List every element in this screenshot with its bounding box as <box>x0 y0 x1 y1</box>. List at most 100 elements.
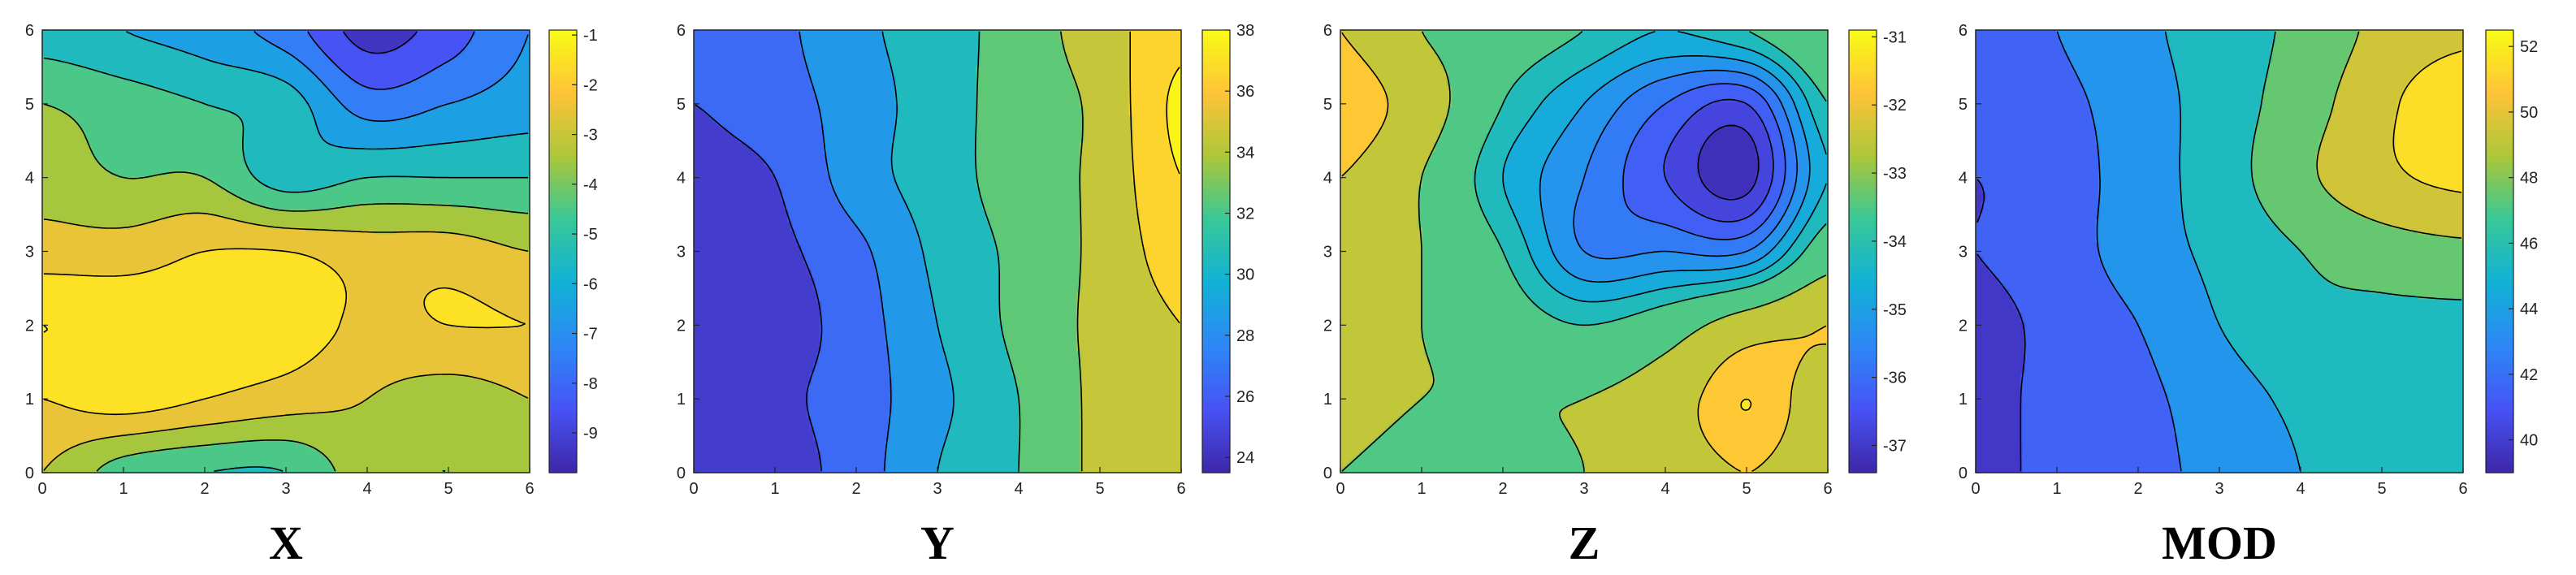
colorbar-swatch <box>2486 417 2513 422</box>
contour-line <box>1474 31 1827 326</box>
colorbar-swatch <box>1849 387 1877 392</box>
colorbar-swatch <box>549 74 577 79</box>
colorbar-swatch <box>549 439 577 444</box>
colorbar-swatch <box>1849 296 1877 300</box>
colorbar-swatch <box>1202 369 1230 374</box>
x-tick-label: 4 <box>1014 480 1023 498</box>
colorbar-swatch <box>2486 192 2513 197</box>
colorbar-swatch <box>1202 421 1230 426</box>
colorbar-swatch <box>549 351 577 356</box>
colorbar-swatch <box>2486 33 2513 38</box>
colorbar-swatch <box>1849 454 1877 459</box>
colorbar-swatch <box>2486 277 2513 282</box>
colorbar-tick-label: 46 <box>2520 235 2538 253</box>
colorbar-swatch <box>549 266 577 270</box>
colorbar-tick-label: -31 <box>1883 28 1907 46</box>
colorbar-swatch <box>1202 126 1230 131</box>
colorbar-swatch <box>1849 273 1877 278</box>
colorbar-swatch <box>2486 122 2513 127</box>
y-tick-label: 2 <box>1323 317 1332 335</box>
colorbar-swatch <box>1202 37 1230 42</box>
colorbar-swatch <box>549 384 577 389</box>
colorbar-swatch <box>1202 78 1230 83</box>
colorbar-swatch <box>549 107 577 112</box>
panel-title: Z <box>1569 517 1600 569</box>
colorbar-swatch <box>1849 280 1877 285</box>
colorbar-tick-label: 40 <box>2520 432 2538 450</box>
colorbar-swatch <box>1202 266 1230 270</box>
y-tick-label: 4 <box>1959 170 1968 188</box>
colorbar-swatch <box>1202 351 1230 356</box>
x-tick-label: 1 <box>770 480 779 498</box>
colorbar-swatch <box>2486 133 2513 138</box>
colorbar-swatch <box>1849 303 1877 308</box>
colorbar-swatch <box>2486 288 2513 293</box>
colorbar-swatch <box>549 273 577 278</box>
colorbar-tick-label: 28 <box>1236 327 1254 345</box>
colorbar-swatch <box>549 395 577 400</box>
colorbar-swatch <box>2486 365 2513 370</box>
colorbar-swatch <box>1849 358 1877 363</box>
colorbar-swatch <box>1202 188 1230 193</box>
colorbar-swatch <box>1849 129 1877 134</box>
colorbar-swatch <box>2486 351 2513 356</box>
colorbar-swatch <box>1849 432 1877 437</box>
x-tick-label: 2 <box>2133 480 2142 498</box>
colorbar-swatch <box>2486 229 2513 234</box>
contour-line <box>1622 83 1786 240</box>
colorbar-swatch <box>549 126 577 131</box>
colorbar-swatch <box>1849 439 1877 444</box>
colorbar-swatch <box>549 115 577 119</box>
colorbar-swatch <box>549 387 577 392</box>
colorbar-swatch <box>2486 303 2513 308</box>
colorbar-swatch <box>549 184 577 189</box>
colorbar-swatch <box>2486 306 2513 311</box>
colorbar-swatch <box>1849 351 1877 356</box>
colorbar-tick-label: 48 <box>2520 170 2538 188</box>
colorbar-swatch <box>549 199 577 205</box>
colorbar-swatch <box>549 391 577 396</box>
contour-line <box>974 31 1021 472</box>
colorbar-swatch <box>549 155 577 160</box>
colorbar-swatch <box>1849 384 1877 389</box>
colorbar-swatch <box>1202 55 1230 60</box>
colorbar-swatch <box>2486 369 2513 374</box>
heatmap-field <box>1976 30 2463 473</box>
colorbar-swatch <box>2486 78 2513 83</box>
colorbar-swatch <box>2486 321 2513 326</box>
colorbar-swatch <box>549 63 577 68</box>
y-tick-label: 2 <box>1959 317 1968 335</box>
colorbar-swatch <box>1849 222 1877 227</box>
colorbar-swatch <box>1202 402 1230 407</box>
colorbar-swatch <box>1202 199 1230 205</box>
x-tick-label: 5 <box>1095 480 1104 498</box>
y-tick-label: 1 <box>677 391 686 409</box>
colorbar-tick-label: 24 <box>1236 449 1254 467</box>
colorbar-swatch <box>1202 63 1230 68</box>
colorbar-swatch <box>549 247 577 253</box>
y-tick-label: 0 <box>25 465 34 482</box>
contour-line <box>1740 398 1752 411</box>
colorbar-swatch <box>2486 236 2513 241</box>
colorbar: -9 -8 -7 -6 -5 -4 -3 -2 -1 <box>548 27 598 473</box>
colorbar-swatch <box>1849 428 1877 433</box>
colorbar-swatch <box>1849 313 1877 318</box>
contour-line <box>695 104 823 472</box>
colorbar-swatch <box>1849 115 1877 119</box>
colorbar-tick-label: 26 <box>1236 388 1254 406</box>
colorbar-tick-label: -35 <box>1883 301 1907 319</box>
x-tick-label: 0 <box>37 480 46 498</box>
colorbar-swatch <box>549 292 577 296</box>
colorbar-swatch <box>2486 67 2513 71</box>
colorbar-swatch <box>1849 461 1877 466</box>
colorbar-swatch <box>2486 447 2513 452</box>
colorbar-swatch <box>549 361 577 366</box>
colorbar-swatch <box>549 461 577 466</box>
colorbar-swatch <box>1202 465 1230 470</box>
colorbar-swatch <box>549 232 577 237</box>
x-tick-label: 6 <box>1176 480 1185 498</box>
colorbar-tick-label: -8 <box>583 375 598 393</box>
colorbar-tick-label: 42 <box>2520 366 2538 384</box>
colorbar-swatch <box>1202 229 1230 234</box>
colorbar-swatch <box>2486 70 2513 76</box>
